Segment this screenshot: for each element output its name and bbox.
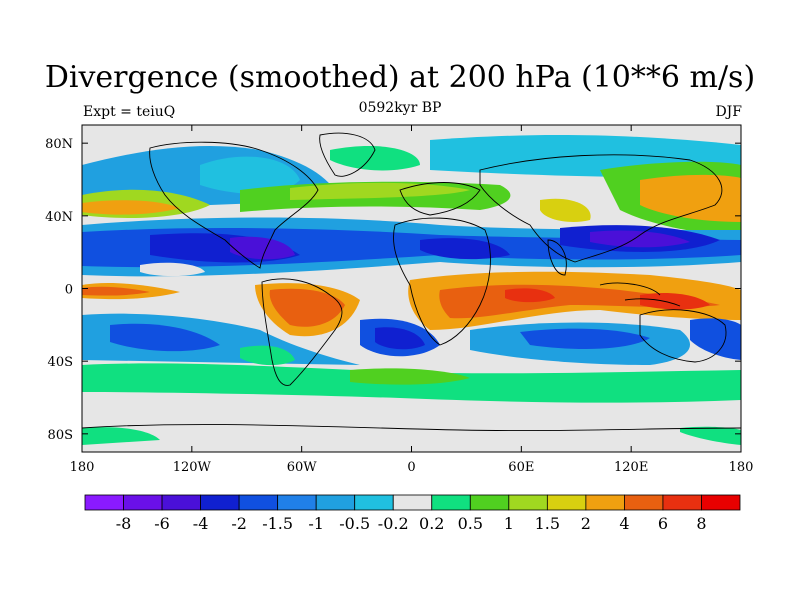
coastlines: [82, 132, 741, 432]
colorbar-swatch: [662, 494, 702, 511]
x-tick-label: 180: [70, 460, 95, 475]
field-region: [230, 236, 295, 260]
field-region: [82, 419, 741, 452]
colorbar-label: -8: [116, 514, 132, 533]
colorbar-label: 2: [581, 514, 591, 533]
field-region: [540, 198, 591, 222]
field-region: [690, 318, 741, 360]
colorbar-label: 1.5: [535, 514, 560, 533]
colorbar-swatch: [624, 494, 664, 511]
field-region: [200, 156, 300, 194]
time-label: 0592kyr BP: [358, 100, 442, 116]
field-region: [640, 293, 710, 310]
colorbar-swatch: [123, 494, 163, 511]
field-region: [82, 286, 150, 296]
colorbar-swatch: [277, 494, 317, 511]
colorbar-swatch: [315, 494, 356, 511]
colorbar-swatch: [200, 494, 240, 511]
colorbar-label: -0.5: [339, 514, 370, 533]
field-region: [420, 238, 510, 260]
field-region: [375, 327, 425, 350]
y-tick-label: 80N: [45, 137, 73, 152]
colorbar-label: 8: [696, 514, 706, 533]
field-region: [140, 262, 205, 277]
colorbar-label: -1.5: [262, 514, 293, 533]
x-tick-label: 120W: [173, 460, 212, 475]
x-tick-label: 60W: [287, 460, 318, 475]
x-tick-label: 0: [407, 460, 415, 475]
field-region: [350, 368, 470, 385]
field-region: [330, 145, 420, 171]
colorbar-label: 4: [619, 514, 629, 533]
colorbar-swatch: [392, 494, 433, 511]
field-region: [240, 345, 295, 366]
colorbar: -8 -6 -4 -2 -1.5 -1 -0.5 -0.2 0.2 0.5 1 1.5 2 4 6 8: [84, 494, 741, 533]
colorbar-swatch: [546, 494, 587, 511]
colorbar-swatch: [431, 494, 471, 511]
colorbar-label: 0.2: [419, 514, 444, 533]
colorbar-swatch: [701, 494, 741, 511]
colorbar-label: -4: [193, 514, 209, 533]
colorbar-label: 6: [658, 514, 668, 533]
colorbar-swatch: [469, 494, 510, 511]
colorbar-swatch: [354, 494, 394, 511]
field-layer: [82, 125, 741, 452]
field-region: [590, 230, 690, 248]
x-axis-ticks: 180 120W 60W 0 60E 120E 180: [70, 125, 754, 475]
colorbar-label: -1: [308, 514, 324, 533]
experiment-label: Expt = teiuQ: [83, 104, 176, 120]
season-label: DJF: [715, 104, 742, 120]
map-title: Divergence (smoothed) at 200 hPa (10**6 …: [44, 60, 756, 95]
field-region: [680, 426, 741, 445]
field-region: [269, 288, 345, 327]
field-region: [82, 200, 180, 215]
y-tick-label: 40S: [48, 355, 73, 370]
y-tick-label: 80S: [48, 428, 73, 443]
colorbar-swatch: [84, 494, 124, 511]
colorbar-label: -0.2: [378, 514, 409, 533]
colorbar-swatch: [238, 494, 279, 511]
field-region: [110, 323, 220, 352]
x-tick-label: 60E: [508, 460, 534, 475]
colorbar-label: 0.5: [458, 514, 483, 533]
y-tick-label: 40N: [45, 210, 73, 225]
field-region: [82, 427, 160, 445]
x-tick-label: 180: [729, 460, 754, 475]
field-region: [505, 288, 555, 303]
y-axis-ticks: 80N 40N 0 40S 80S: [45, 137, 741, 443]
field-region: [640, 174, 741, 222]
field-region: [290, 182, 470, 200]
colorbar-label: -2: [231, 514, 247, 533]
colorbar-swatch: [508, 494, 548, 511]
y-tick-label: 0: [65, 283, 73, 298]
colorbar-swatch: [585, 494, 625, 511]
field-region: [520, 328, 650, 350]
colorbar-label: -6: [154, 514, 170, 533]
colorbar-swatch: [161, 494, 201, 511]
colorbar-label: 1: [504, 514, 514, 533]
x-tick-label: 120E: [614, 460, 648, 475]
